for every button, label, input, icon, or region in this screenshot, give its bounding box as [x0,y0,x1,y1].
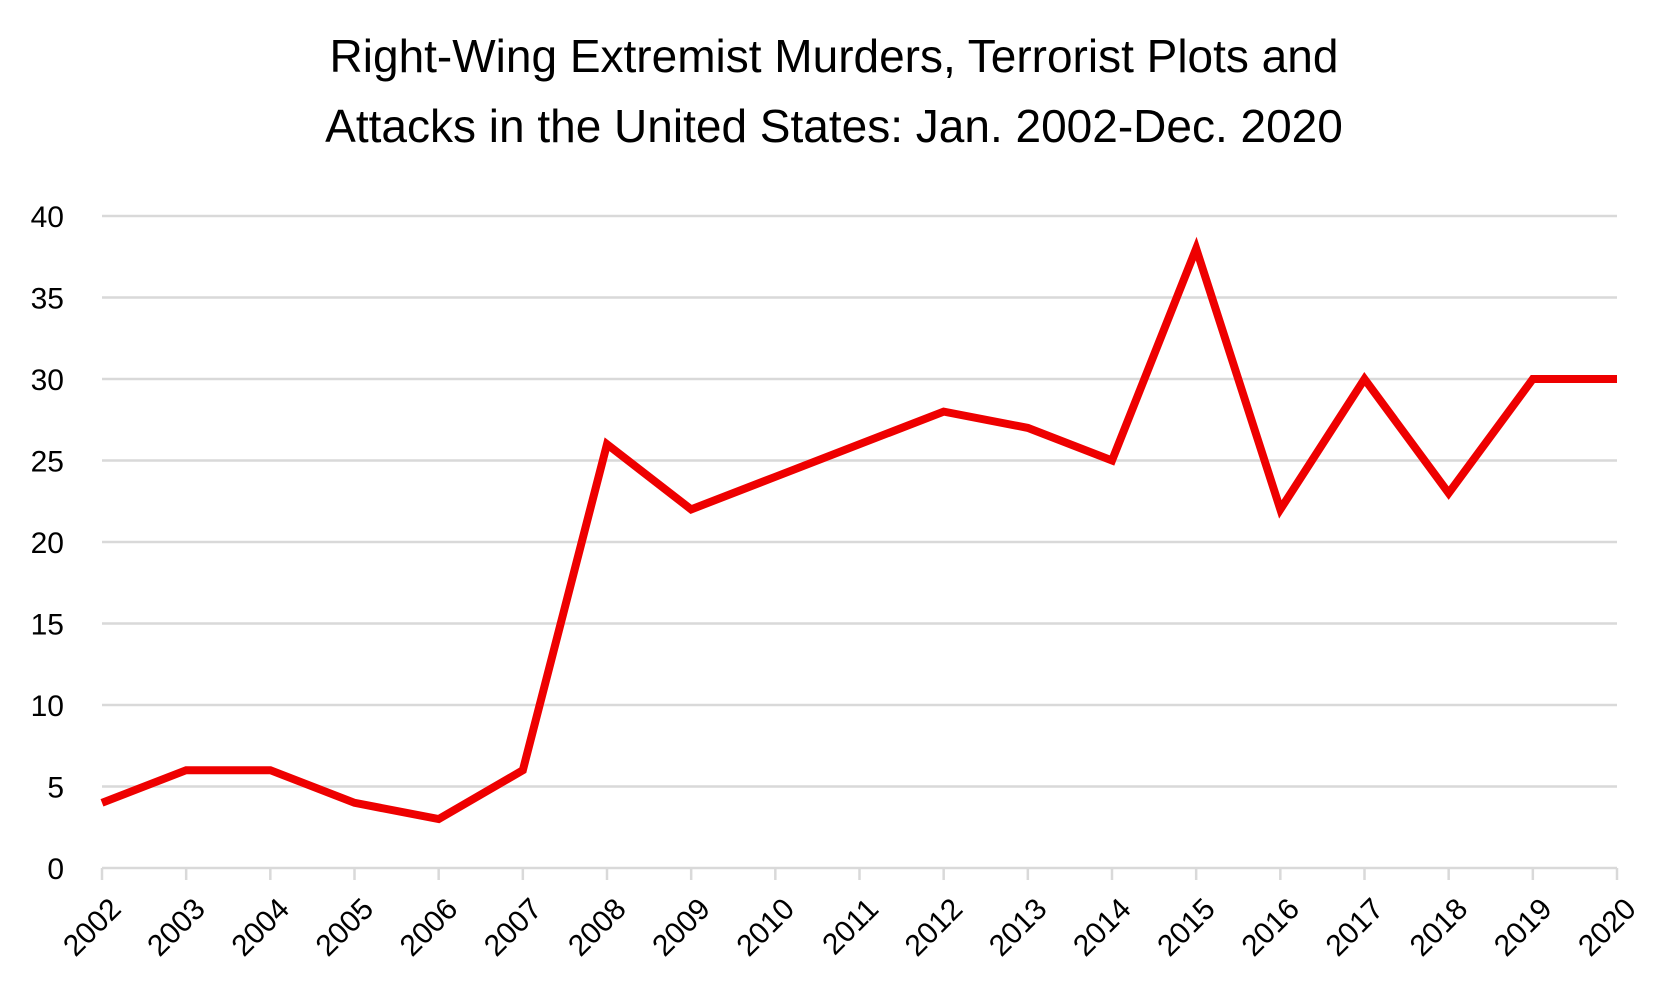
x-tick-label: 2011 [816,892,885,961]
data-point-2004 [266,766,274,774]
data-point-2017 [1361,375,1369,383]
x-tick-label: 2006 [394,892,465,963]
data-point-2020 [1613,375,1621,383]
y-tick-label: 15 [31,609,64,642]
data-point-2005 [351,799,359,807]
data-point-2014 [1108,457,1116,465]
y-tick-label: 0 [47,853,64,886]
y-tick-label: 10 [31,690,64,723]
x-tick-label: 2002 [57,892,128,963]
data-point-2011 [856,440,864,448]
series-line-0 [100,236,1617,824]
x-tick-label: 2012 [899,892,970,963]
x-tick-label: 2009 [646,892,717,963]
x-tick-label: 2007 [478,892,549,963]
x-tick-label: 2016 [1235,892,1306,963]
data-point-2006 [435,815,443,823]
x-tick-label: 2005 [310,892,381,963]
series-area [98,236,1621,824]
data-point-2013 [1024,424,1032,432]
data-point-2008 [603,440,611,448]
x-tick-label: 2008 [562,892,633,963]
data-point-2002 [98,799,106,807]
data-point-2015 [1192,245,1200,253]
x-tick-label: 2013 [983,892,1054,963]
x-tick-label: 2019 [1488,892,1559,963]
x-tick-label: 2004 [225,892,296,963]
y-tick-label: 40 [31,201,64,234]
data-point-2019 [1529,375,1537,383]
y-tick-label: 25 [31,446,64,479]
x-tick-label: 2018 [1404,892,1475,963]
x-axis: 2002 2003 2004 2005 2006 2007 2008 2009 2010 2011… [57,866,1643,963]
y-tick-label: 5 [47,772,64,805]
data-point-2009 [687,505,695,513]
x-tick-label: 2010 [730,892,801,963]
y-axis: 0 5 10 15 20 25 30 35 40 [31,201,64,886]
y-tick-label: 20 [31,527,64,560]
x-tick-label: 2015 [1151,892,1222,963]
gridlines [102,214,1617,788]
x-tick-label: 2014 [1067,892,1138,963]
chart-title-line-2: Attacks in the United States: Jan. 2002-… [325,100,1343,152]
x-tick-label: 2017 [1320,892,1391,963]
data-point-2010 [771,473,779,481]
data-point-2007 [519,766,527,774]
chart-title-line-1: Right-Wing Extremist Murders, Terrorist … [330,30,1339,82]
y-tick-label: 35 [31,283,64,316]
data-point-2003 [182,766,190,774]
chart-title: Right-Wing Extremist Murders, Terrorist … [325,30,1343,152]
data-point-2016 [1276,505,1284,513]
y-tick-label: 30 [31,364,64,397]
data-point-2012 [940,408,948,416]
data-point-2018 [1445,489,1453,497]
x-tick-label: 2020 [1572,892,1643,963]
x-tick-label: 2003 [141,892,212,963]
